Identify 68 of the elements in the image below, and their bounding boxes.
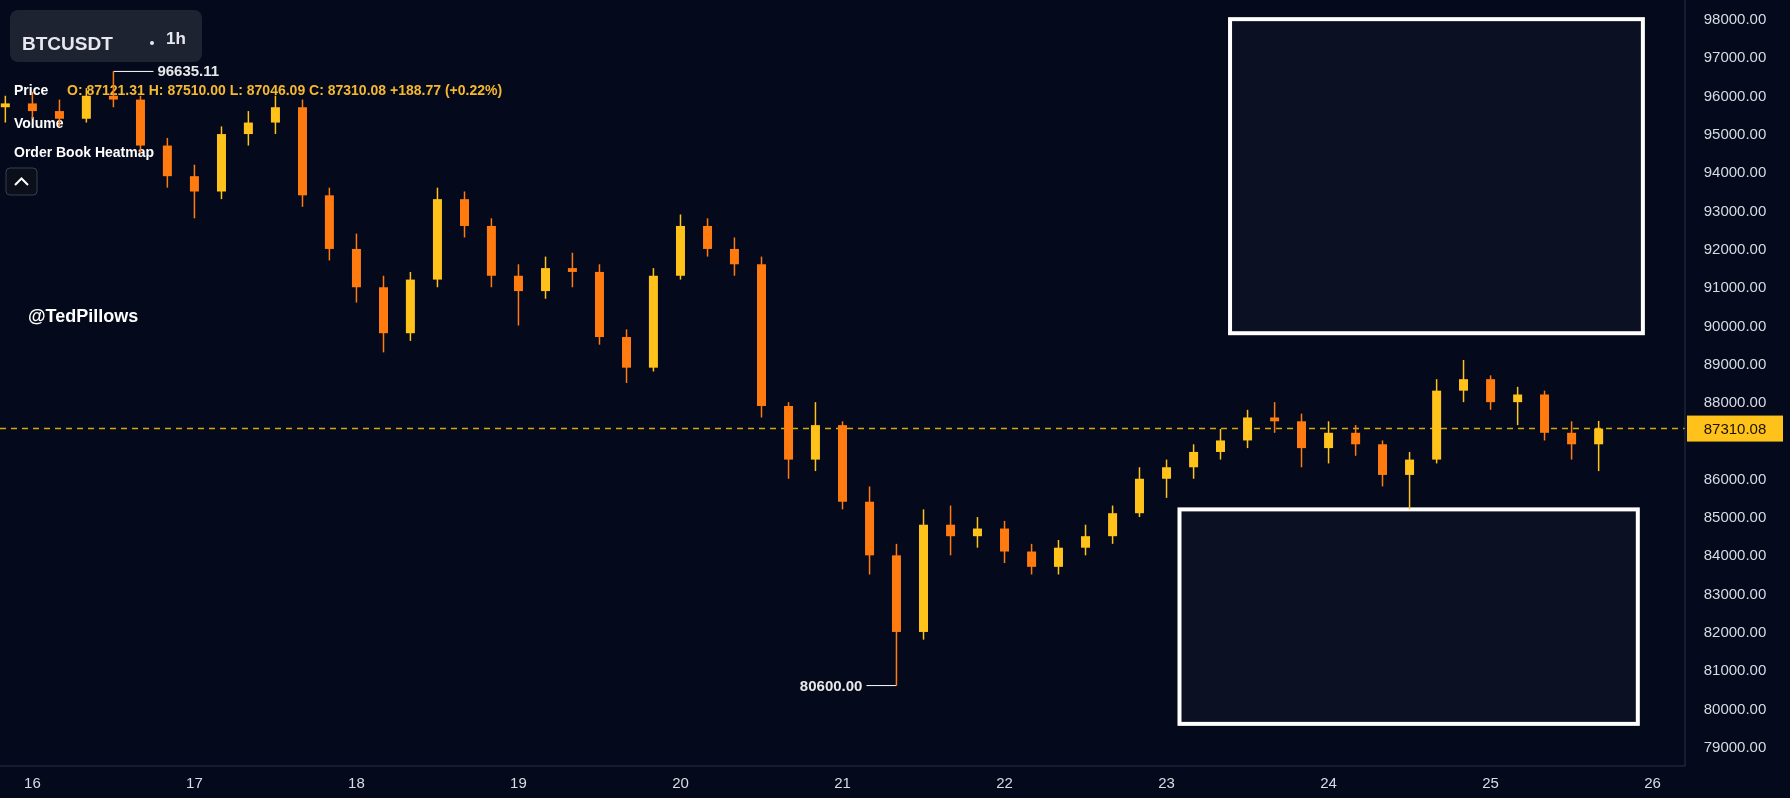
candlestick: [513, 263, 523, 327]
y-tick-label: 89000.00: [1703, 354, 1767, 372]
y-tick-label: 94000.00: [1703, 163, 1767, 181]
x-tick-label: 16: [24, 774, 41, 791]
x-tick-label: 23: [1158, 774, 1175, 791]
y-tick-label: 91000.00: [1703, 278, 1767, 296]
annotation: Order Book Heatmap: [14, 144, 155, 160]
candlestick: [1513, 386, 1523, 426]
y-tick-label: 81000.00: [1703, 661, 1767, 679]
candlestick: [1215, 428, 1225, 461]
candlestick: [1189, 443, 1199, 480]
y-tick-label: 84000.00: [1703, 546, 1767, 564]
candlestick: [1081, 523, 1091, 557]
candlestick: [0, 95, 10, 124]
candlestick: [729, 236, 739, 277]
candlestick: [1243, 409, 1253, 449]
y-tick-label: 93000.00: [1703, 201, 1767, 219]
annotation: @TedPillows: [28, 306, 139, 326]
x-tick-label: 22: [996, 774, 1013, 791]
y-tick-label: 98000.00: [1703, 10, 1767, 28]
candlestick: [1108, 504, 1118, 545]
ref-line-label: 87310.08: [1703, 419, 1767, 437]
y-tick-label: 86000.00: [1703, 469, 1767, 487]
annotation: Price: [14, 82, 49, 98]
candlestick: [972, 516, 982, 549]
candlestick: [1270, 401, 1280, 434]
candlestick: [1162, 458, 1172, 499]
x-tick-label: 26: [1644, 774, 1661, 791]
x-tick-label: 19: [510, 774, 527, 791]
candlestick: [270, 95, 280, 135]
y-tick-label: 82000.00: [1703, 622, 1767, 640]
candlestick: [1027, 543, 1037, 576]
candlestick: [1459, 359, 1469, 403]
candlestick: [1567, 420, 1577, 461]
candlestick: [1594, 420, 1604, 472]
candlestick: [1351, 424, 1361, 457]
y-tick-label: 97000.00: [1703, 48, 1767, 66]
candlestick: [946, 504, 956, 557]
candlestick: [243, 110, 253, 147]
candlestick: [1324, 420, 1334, 465]
x-tick-label: 21: [834, 774, 851, 791]
text: 1h: [166, 29, 186, 48]
x-tick-label: 20: [672, 774, 689, 791]
x-tick-label: 17: [186, 774, 203, 791]
candlestick: [1486, 374, 1496, 411]
y-tick-label: 88000.00: [1703, 393, 1767, 411]
y-tick-label: 80000.00: [1703, 699, 1767, 717]
y-tick-label: 96000.00: [1703, 86, 1767, 104]
candlestick: [1000, 520, 1010, 564]
y-tick-label: 90000.00: [1703, 316, 1767, 334]
candlestick: [1053, 539, 1063, 576]
annotation: Volume: [14, 115, 64, 131]
annotation: 96635.11: [157, 62, 220, 80]
x-tick-label: 18: [348, 774, 365, 791]
candlestick: [703, 217, 713, 258]
annotation: 80600.00: [799, 676, 863, 694]
candlestick: [567, 252, 577, 288]
y-tick-label: 95000.00: [1703, 125, 1767, 143]
y-tick-label: 85000.00: [1703, 508, 1767, 526]
candlestick: [1405, 451, 1415, 511]
y-tick-label: 83000.00: [1703, 584, 1767, 602]
candlestick: [189, 163, 199, 220]
candlestick: [541, 255, 551, 300]
x-tick-label: 25: [1482, 774, 1499, 791]
x-tick-label: 24: [1320, 774, 1337, 791]
text: BTCUSDT: [22, 33, 114, 54]
y-tick-label: 79000.00: [1703, 737, 1767, 755]
y-tick-label: 92000.00: [1703, 239, 1767, 257]
